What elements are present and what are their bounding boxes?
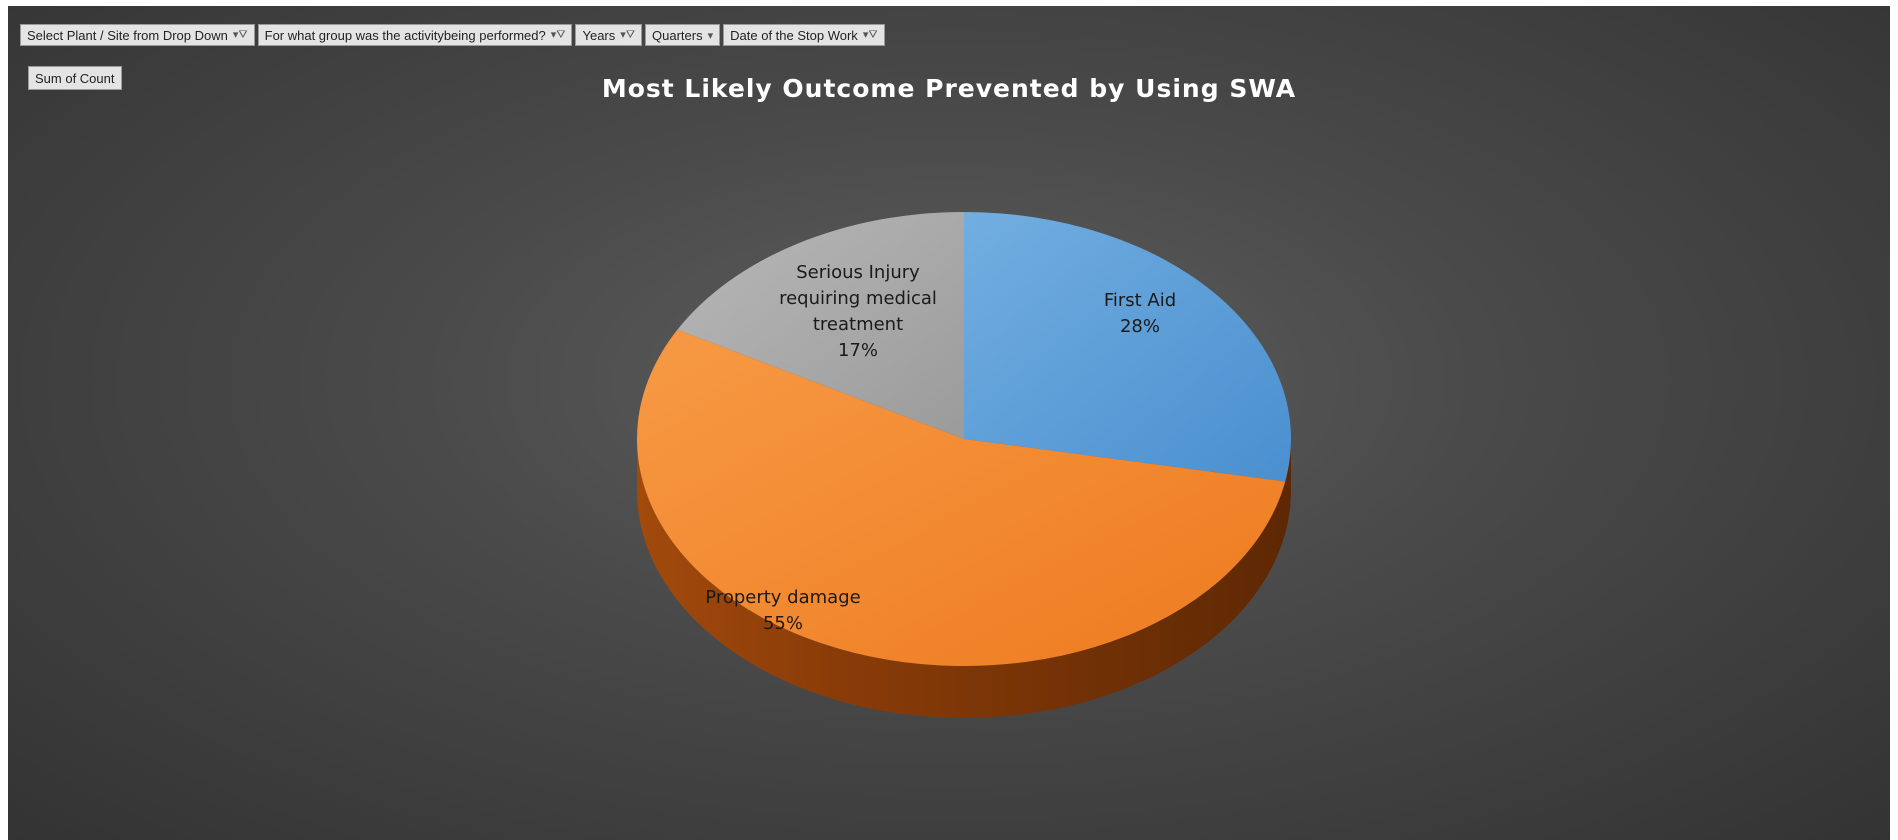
filter-plant-site[interactable]: Select Plant / Site from Drop Down ▾⛛ bbox=[20, 24, 255, 46]
filter-years[interactable]: Years ▾⛛ bbox=[575, 24, 643, 46]
filter-group-label: For what group was the activitybeing per… bbox=[264, 27, 546, 43]
pie-slice-serious-injury[interactable] bbox=[677, 212, 964, 439]
filter-quarters-label: Quarters bbox=[652, 27, 703, 43]
data-label-property-damage: Property damage 55% bbox=[705, 587, 860, 634]
pie-side-wall bbox=[637, 439, 1291, 718]
pie-slice-property-damage[interactable] bbox=[637, 329, 1286, 667]
pie-chart: First Aid 28% Property damage 55% Serious In… bbox=[637, 212, 1291, 718]
data-label-first-aid: First Aid 28% bbox=[1104, 290, 1176, 337]
filter-years-label: Years bbox=[582, 27, 616, 43]
filter-icon[interactable]: ▾⛛ bbox=[550, 29, 566, 41]
filter-plant-site-label: Select Plant / Site from Drop Down bbox=[27, 27, 228, 43]
filter-icon[interactable]: ▾⛛ bbox=[862, 29, 878, 41]
chart-area: Select Plant / Site from Drop Down ▾⛛ Fo… bbox=[8, 6, 1890, 840]
value-field-button[interactable]: Sum of Count bbox=[28, 66, 122, 90]
chart-title: Most Likely Outcome Prevented by Using S… bbox=[601, 74, 1297, 103]
pie-slice-first-aid[interactable] bbox=[964, 212, 1291, 482]
filter-icon[interactable]: ▾⛛ bbox=[232, 29, 248, 41]
filter-icon[interactable]: ▾⛛ bbox=[620, 29, 636, 41]
filter-bar: Select Plant / Site from Drop Down ▾⛛ Fo… bbox=[20, 24, 885, 48]
filter-date-label: Date of the Stop Work bbox=[730, 27, 858, 43]
filter-group[interactable]: For what group was the activitybeing per… bbox=[257, 24, 573, 46]
dropdown-arrow-icon[interactable]: ▾ bbox=[707, 29, 714, 42]
data-label-serious-injury: Serious Injury requiring medical treatment… bbox=[779, 262, 937, 361]
filter-quarters[interactable]: Quarters ▾ bbox=[645, 24, 721, 46]
filter-date[interactable]: Date of the Stop Work ▾⛛ bbox=[723, 24, 885, 46]
